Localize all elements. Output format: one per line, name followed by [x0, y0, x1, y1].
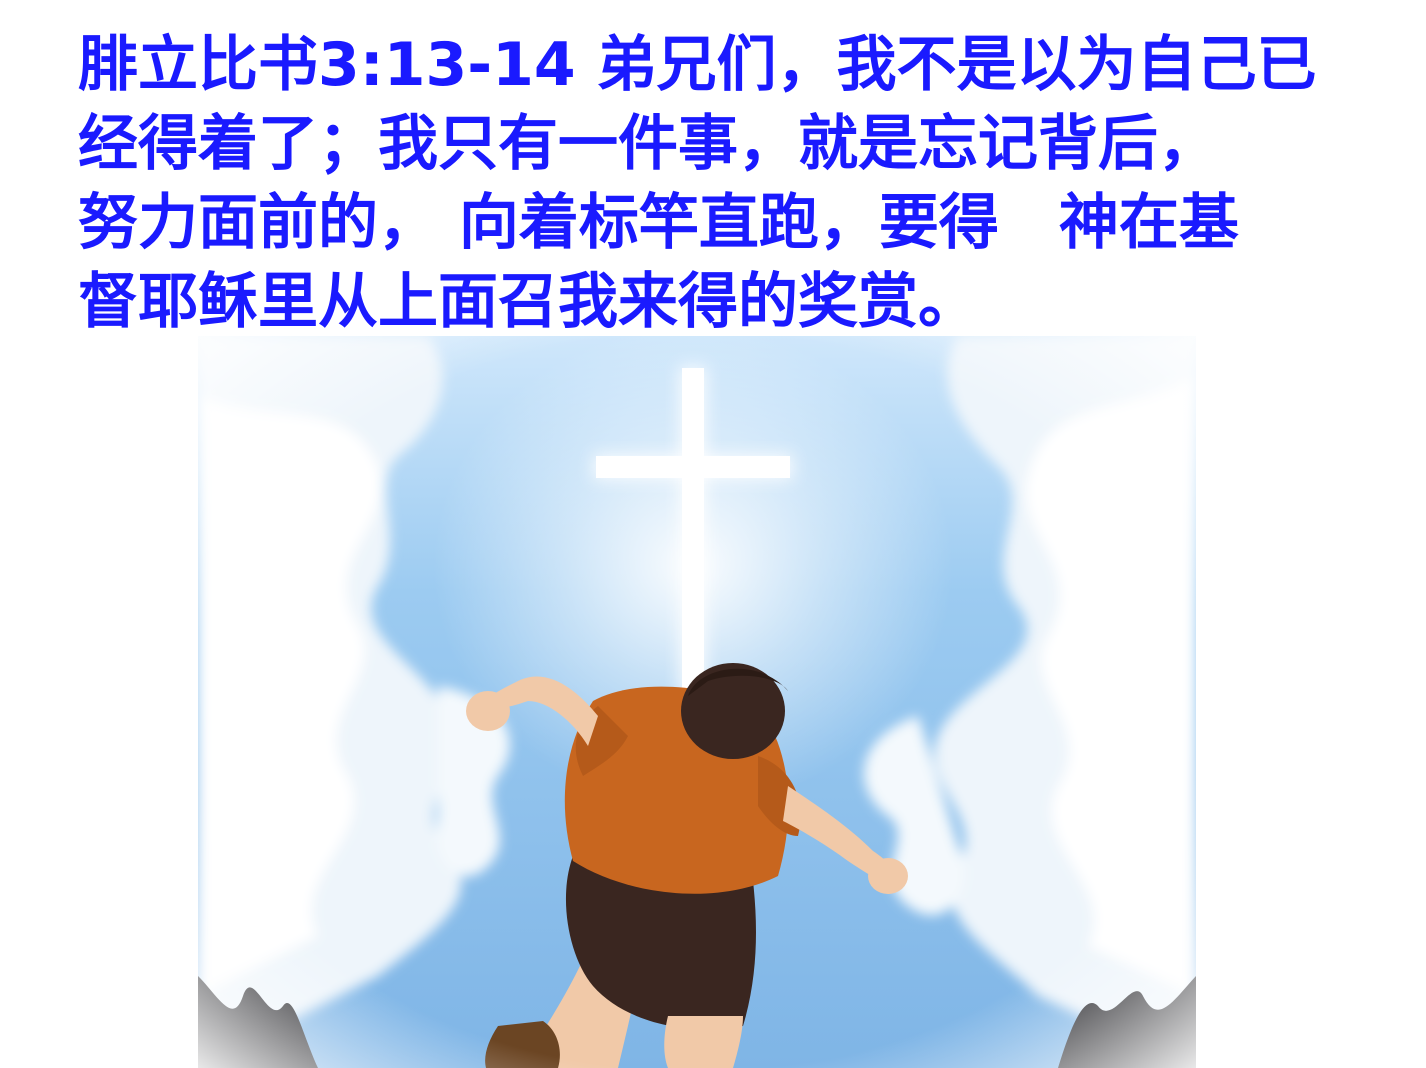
verse-line: 努力面前的， 向着标竿直跑，要得 神在基	[78, 188, 1239, 258]
vignette-overlay	[198, 336, 1196, 1068]
runner-toward-cross-illustration	[198, 336, 1196, 1068]
bible-verse-text: 腓立比书3:13-14 弟兄们，我不是以为自己已 经得着了；我只有一件事，就是忘…	[78, 26, 1378, 342]
illustration-svg	[198, 336, 1196, 1068]
verse-line: 经得着了；我只有一件事，就是忘记背后，	[78, 109, 1218, 179]
verse-line: 督耶稣里从上面召我来得的奖赏。	[78, 267, 978, 337]
verse-line: 腓立比书3:13-14 弟兄们，我不是以为自己已	[78, 30, 1317, 100]
